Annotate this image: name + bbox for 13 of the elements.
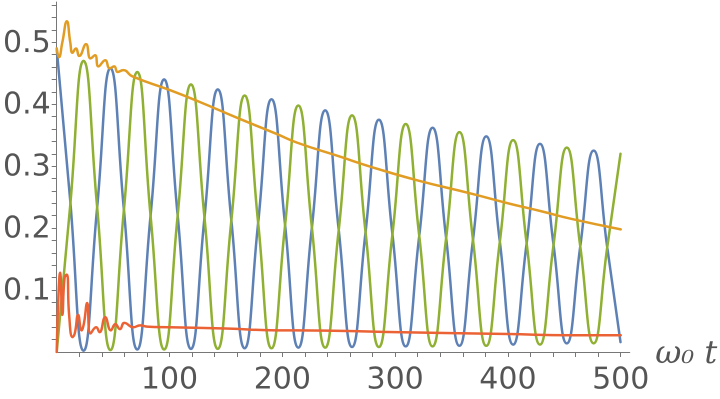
y-tick-label: 0.5 [2, 24, 51, 60]
x-tick-label: 300 [366, 362, 424, 396]
y-tick-label: 0.3 [2, 148, 51, 184]
x-tick-label: 200 [254, 362, 311, 396]
y-tick-label: 0.2 [2, 210, 51, 246]
x-tick-label: 100 [140, 362, 198, 396]
x-tick-label: 400 [479, 362, 537, 396]
y-tick-label: 0.1 [2, 272, 51, 308]
line-series [55, 271, 622, 354]
x-tick-label: 500 [592, 362, 650, 396]
y-tick-label: 0.4 [2, 86, 51, 122]
x-axis-title: ω₀ t [655, 333, 718, 371]
line-series [55, 20, 622, 231]
